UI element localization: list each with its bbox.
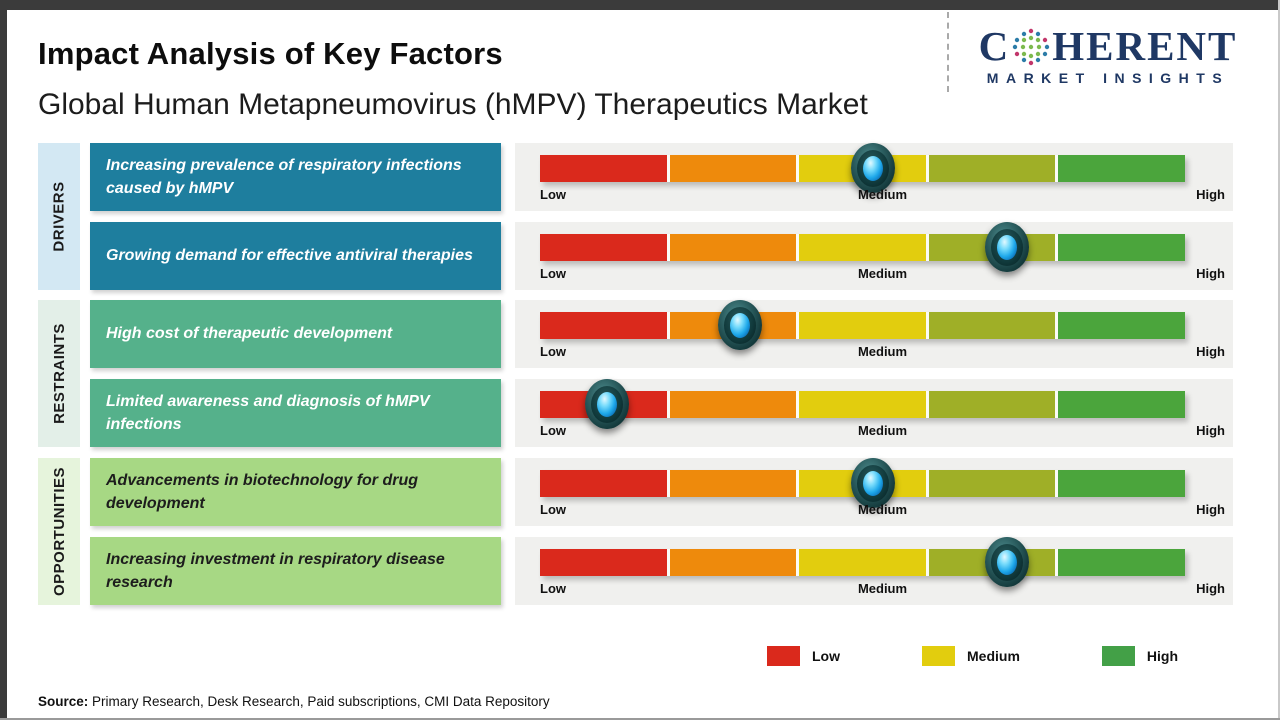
legend-swatch-medium bbox=[922, 646, 955, 666]
marker-ring bbox=[723, 306, 756, 344]
marker-ring bbox=[990, 228, 1023, 266]
logo-letter-c: C bbox=[978, 23, 1011, 69]
impact-bar-panel-driver-1: Low Medium High bbox=[515, 143, 1233, 211]
impact-scale-bar bbox=[540, 143, 1185, 193]
impact-marker bbox=[850, 143, 895, 193]
factor-box-opportunity-2: Increasing investment in respiratory dis… bbox=[90, 537, 501, 605]
segment-medium-high bbox=[928, 312, 1056, 339]
segment-medium-high bbox=[928, 391, 1056, 418]
segment-high bbox=[1058, 312, 1185, 339]
scale-labels: Low Medium High bbox=[540, 266, 1225, 281]
impact-bar-panel-restraint-2: Low Medium High bbox=[515, 379, 1233, 447]
scale-labels: Low Medium High bbox=[540, 581, 1225, 596]
impact-scale-bar bbox=[540, 300, 1185, 350]
impact-marker bbox=[850, 458, 895, 508]
segment-low bbox=[540, 234, 667, 261]
logo-letters-rest: HERENT bbox=[1052, 23, 1238, 69]
legend-swatch-low bbox=[767, 646, 800, 666]
marker-orb bbox=[862, 155, 883, 181]
segment-low-medium bbox=[669, 155, 797, 182]
legend-swatch-high bbox=[1101, 646, 1135, 666]
segment-low bbox=[540, 549, 667, 576]
scale-labels: Low Medium High bbox=[540, 187, 1225, 202]
coherent-market-insights-logo: C bbox=[958, 26, 1258, 87]
segment-medium bbox=[799, 549, 926, 576]
group-label-opportunities: OPPORTUNITIES bbox=[38, 458, 80, 605]
segment-high bbox=[1058, 391, 1185, 418]
scale-labels: Low Medium High bbox=[540, 423, 1225, 438]
impact-marker bbox=[984, 222, 1029, 272]
factor-box-opportunity-1: Advancements in biotechnology for drug d… bbox=[90, 458, 501, 526]
segment-low-medium bbox=[669, 234, 797, 261]
legend-item-high: High bbox=[1101, 646, 1178, 666]
marker-ring bbox=[856, 149, 889, 187]
header-divider bbox=[947, 12, 949, 92]
impact-marker bbox=[717, 300, 762, 350]
impact-marker bbox=[585, 379, 630, 429]
segment-medium-high bbox=[928, 155, 1056, 182]
segment-medium bbox=[799, 234, 926, 261]
factor-box-restraint-1: High cost of therapeutic development bbox=[90, 300, 501, 368]
segment-low bbox=[540, 155, 667, 182]
marker-orb bbox=[597, 391, 618, 417]
frame-right bbox=[1278, 0, 1280, 720]
impact-bar-panel-restraint-1: Low Medium High bbox=[515, 300, 1233, 368]
segment-high bbox=[1058, 155, 1185, 182]
legend-item-medium: Medium bbox=[922, 646, 1020, 666]
impact-bar-panel-driver-2: Low Medium High bbox=[515, 222, 1233, 290]
frame-top bbox=[0, 0, 1280, 10]
segment-high bbox=[1058, 549, 1185, 576]
factor-box-driver-1: Increasing prevalence of respiratory inf… bbox=[90, 143, 501, 211]
segment-medium bbox=[799, 391, 926, 418]
logo-wordmark: C bbox=[958, 26, 1258, 67]
segment-low-medium bbox=[669, 549, 797, 576]
scale-labels: Low Medium High bbox=[540, 502, 1225, 517]
marker-orb bbox=[862, 470, 883, 496]
impact-scale-bar bbox=[540, 222, 1185, 272]
page-subtitle: Global Human Metapneumovirus (hMPV) Ther… bbox=[38, 88, 868, 121]
marker-ring bbox=[591, 385, 624, 423]
impact-marker bbox=[984, 537, 1029, 587]
logo-tagline: MARKET INSIGHTS bbox=[986, 70, 1230, 86]
segment-low bbox=[540, 312, 667, 339]
marker-orb bbox=[996, 234, 1017, 260]
segment-medium-high bbox=[928, 470, 1056, 497]
factor-box-restraint-2: Limited awareness and diagnosis of hMPV … bbox=[90, 379, 501, 447]
scale-labels: Low Medium High bbox=[540, 344, 1225, 359]
impact-bar-panel-opportunity-2: Low Medium High bbox=[515, 537, 1233, 605]
impact-scale-bar bbox=[540, 458, 1185, 508]
coherent-globe-icon bbox=[1013, 28, 1050, 65]
frame-left bbox=[0, 0, 7, 720]
page-title: Impact Analysis of Key Factors bbox=[38, 36, 503, 71]
legend-item-low: Low bbox=[767, 646, 840, 666]
source-note: Source: Primary Research, Desk Research,… bbox=[38, 694, 550, 709]
legend: Low Medium High bbox=[767, 646, 1178, 666]
marker-orb bbox=[996, 549, 1017, 575]
marker-ring bbox=[990, 543, 1023, 581]
group-label-restraints: RESTRAINTS bbox=[38, 300, 80, 447]
impact-scale-bar bbox=[540, 379, 1185, 429]
segment-high bbox=[1058, 234, 1185, 261]
impact-bar-panel-opportunity-1: Low Medium High bbox=[515, 458, 1233, 526]
impact-scale-bar bbox=[540, 537, 1185, 587]
segment-low bbox=[540, 470, 667, 497]
factor-box-driver-2: Growing demand for effective antiviral t… bbox=[90, 222, 501, 290]
marker-orb bbox=[729, 312, 750, 338]
segment-high bbox=[1058, 470, 1185, 497]
frame-bottom bbox=[0, 718, 1280, 720]
segment-low-medium bbox=[669, 470, 797, 497]
segment-low-medium bbox=[669, 391, 797, 418]
source-prefix: Source: bbox=[38, 694, 89, 709]
marker-ring bbox=[856, 464, 889, 502]
group-label-drivers: DRIVERS bbox=[38, 143, 80, 290]
source-text: Primary Research, Desk Research, Paid su… bbox=[88, 694, 550, 709]
segment-medium bbox=[799, 312, 926, 339]
